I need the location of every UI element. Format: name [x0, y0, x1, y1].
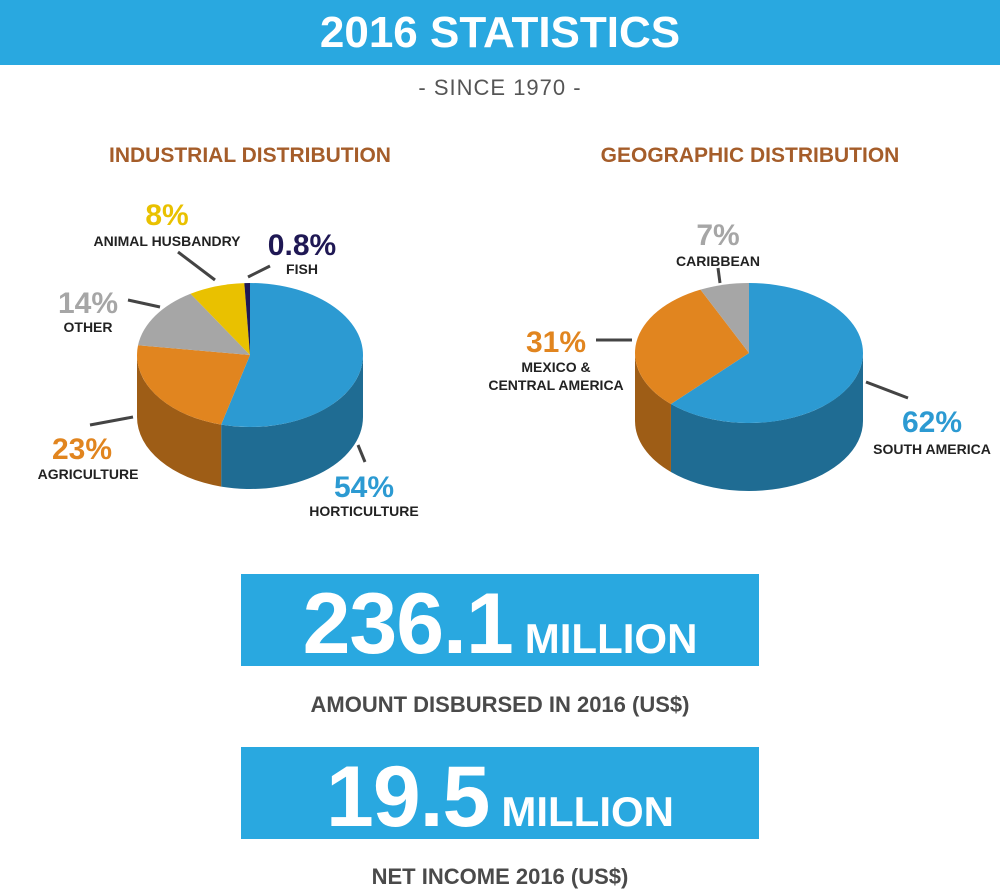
category-label-animal-husbandry: ANIMAL HUSBANDRY	[94, 233, 242, 249]
amount-disbursed-value: 236.1	[302, 576, 514, 672]
pie-charts: 54%HORTICULTURE 23%AGRICULTURE 14%OTHER 8%A…	[38, 199, 991, 519]
leader-line-animal-husbandry	[177, 250, 216, 282]
industrial-chart-title: INDUSTRIAL DISTRIBUTION	[109, 144, 391, 167]
data-label-animal-husbandry: 8%	[145, 199, 188, 232]
pie-slice-caribbean	[700, 283, 749, 353]
data-label-caribbean: 7%	[696, 219, 739, 252]
pie-slice-horticulture	[221, 283, 364, 427]
page-subtitle: - SINCE 1970 -	[418, 75, 582, 100]
pie-chart-geographic: 62% SOUTH AMERICA 31%MEXICO & CENTRAL AMERI…	[488, 219, 991, 491]
category-label-mexico-central-america-line2: CENTRAL AMERICA	[488, 377, 623, 393]
pie-side-south-america	[670, 353, 863, 491]
net-income-box: 19.5 MILLION	[241, 747, 759, 845]
page-title: 2016 STATISTICS	[0, 0, 1000, 65]
data-label-horticulture: 54%	[334, 471, 394, 504]
leader-line-fish	[247, 264, 271, 279]
pie-slice-other	[138, 293, 250, 355]
net-income-value: 19.5	[325, 749, 490, 845]
leader-line-south-america	[865, 380, 909, 400]
amount-disbursed-caption: AMOUNT DISBURSED IN 2016 (US$)	[310, 692, 690, 717]
pie-slice-south-america	[670, 283, 863, 424]
category-label-agriculture: AGRICULTURE	[38, 466, 139, 482]
category-label-fish: FISH	[286, 261, 318, 277]
data-label-mexico-central-america: 31%	[526, 326, 586, 359]
data-label-other: 14%	[58, 287, 118, 320]
data-label-south-america: 62%	[902, 406, 962, 439]
category-label-other: OTHER	[64, 319, 113, 335]
pie-chart-industrial: 54%HORTICULTURE 23%AGRICULTURE 14%OTHER 8%A…	[38, 199, 419, 519]
net-income-unit: MILLION	[501, 788, 675, 835]
pie-slice-animal-husbandry	[190, 283, 250, 355]
leader-line-horticulture	[356, 444, 367, 463]
pie-slice-mexico-central-america	[635, 289, 749, 405]
geographic-chart-title: GEOGRAPHIC DISTRIBUTION	[600, 144, 900, 167]
leader-line-caribbean	[716, 267, 722, 284]
category-label-mexico-central-america: MEXICO &	[521, 359, 590, 375]
data-label-fish: 0.8%	[268, 229, 336, 262]
data-label-agriculture: 23%	[52, 433, 112, 466]
category-label-caribbean: CARIBBEAN	[676, 253, 760, 269]
amount-disbursed-unit: MILLION	[524, 615, 698, 662]
pie-side-horticulture	[221, 355, 363, 490]
category-label-horticulture: HORTICULTURE	[309, 503, 418, 519]
leader-line-agriculture	[89, 415, 134, 427]
amount-disbursed-box: 236.1 MILLION	[241, 574, 759, 672]
leader-line-other	[127, 298, 161, 309]
pie-slice-agriculture	[137, 345, 250, 425]
pie-side-agriculture	[137, 355, 222, 487]
category-label-south-america: SOUTH AMERICA	[873, 441, 991, 457]
pie-slice-fish	[244, 283, 250, 355]
pie-side-mexico-central-america	[635, 353, 671, 473]
net-income-caption: NET INCOME 2016 (US$)	[371, 864, 629, 889]
